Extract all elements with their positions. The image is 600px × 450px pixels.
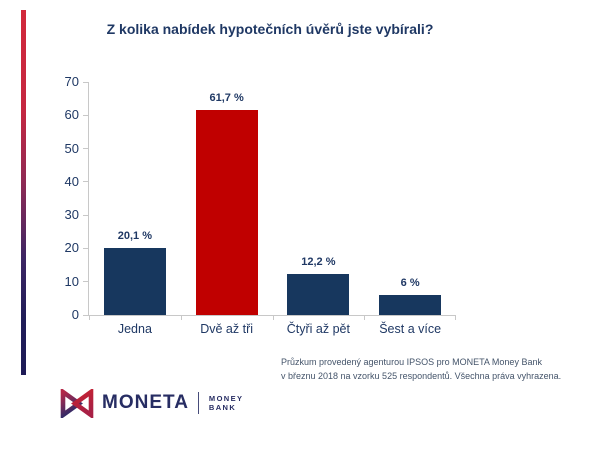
y-tick-mark xyxy=(83,181,89,183)
y-tick-mark xyxy=(83,281,89,283)
bar-1 xyxy=(103,248,166,315)
y-tick-mark xyxy=(83,314,89,316)
accent-stripe xyxy=(21,10,26,375)
y-tick-label: 50 xyxy=(64,140,79,156)
y-tick-label: 0 xyxy=(71,307,79,322)
category-label: Dvě až tři xyxy=(200,322,254,336)
bar-chart-plot-area: 0 10 20 30 40 50 60 70 20,1 % Jedna 61,7 % Dvě až t… xyxy=(65,74,456,336)
y-tick-mark xyxy=(83,81,89,83)
chart-title: Z kolika nabídek hypotečních úvěrů jste … xyxy=(106,21,434,37)
footnote: Průzkum provedený agenturou IPSOS pro MO… xyxy=(281,356,581,383)
y-tick-label: 10 xyxy=(64,273,79,289)
moneta-m-icon xyxy=(60,388,94,418)
y-tick-mark xyxy=(83,114,89,116)
footnote-line2: v březnu 2018 na vzorku 525 respondentů.… xyxy=(281,370,562,381)
bar-value-label: 20,1 % xyxy=(117,230,152,243)
category-label: Čtyři až pět xyxy=(286,322,350,336)
bar-3 xyxy=(287,274,350,315)
logo-bank-text: BANK xyxy=(208,403,237,412)
category-label: Jedna xyxy=(117,322,152,336)
y-tick-mark xyxy=(83,214,89,216)
logo-money-text: MONEY xyxy=(208,393,244,403)
y-tick-label: 70 xyxy=(64,74,79,89)
bar-value-label: 6 % xyxy=(400,277,420,290)
logo-suffix: MONEY BANK xyxy=(209,394,244,413)
x-tick-mark xyxy=(455,316,456,320)
x-tick-mark xyxy=(180,316,182,320)
logo-divider xyxy=(197,392,199,414)
y-tick-label: 40 xyxy=(64,173,79,189)
y-tick-mark xyxy=(83,148,89,150)
bar-2 xyxy=(195,109,258,315)
y-tick-label: 60 xyxy=(64,107,79,123)
category-label: Šest a více xyxy=(379,322,442,336)
y-tick-mark xyxy=(83,247,89,249)
bar-4 xyxy=(379,295,442,315)
y-tick-label: 20 xyxy=(64,240,79,256)
logo-brand-text: MONETA xyxy=(102,392,189,413)
x-tick-mark xyxy=(89,316,90,320)
y-tick-label: 30 xyxy=(64,207,79,223)
moneta-logo: MONETA MONEY BANK xyxy=(60,386,243,420)
bar-value-label: 61,7 % xyxy=(209,91,244,104)
x-tick-mark xyxy=(364,316,366,320)
footnote-line1: Průzkum provedený agenturou IPSOS pro MO… xyxy=(281,357,542,367)
bar-value-label: 12,2 % xyxy=(301,256,336,269)
x-tick-mark xyxy=(272,316,274,320)
